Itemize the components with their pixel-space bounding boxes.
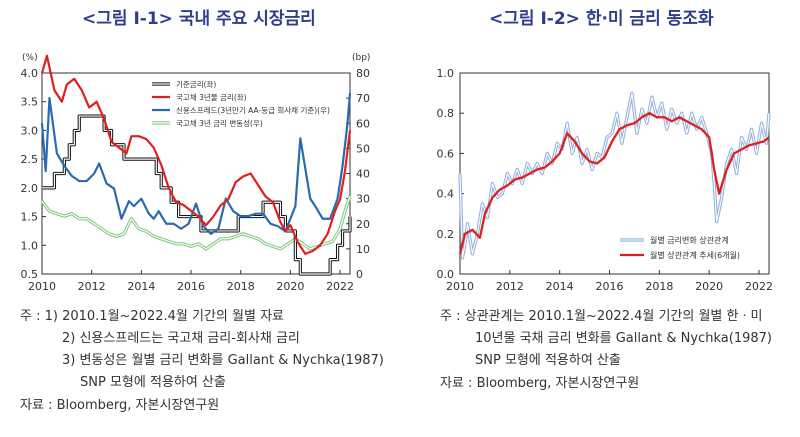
right-note-2: 10년물 국채 금리 변화를 Gallant & Nychka(1987)	[475, 331, 772, 346]
monthly-corr-line-inner	[459, 92, 770, 259]
legend-label: 국고채 3년물 금리(좌)	[176, 92, 247, 102]
x-tick-label: 2012	[496, 280, 524, 293]
left-note-4: SNP 모형에 적용하여 산출	[80, 375, 226, 390]
trend-corr-line	[458, 112, 770, 255]
x-tick-label: 2014	[127, 280, 155, 293]
y-tick-label: 0.2	[437, 228, 455, 241]
right-y-tick-label: 0	[356, 268, 363, 281]
left-y-tick-label: 3.0	[21, 124, 39, 137]
x-tick-label: 2010	[446, 280, 474, 293]
x-tick-label: 2016	[177, 280, 205, 293]
x-tick-label: 2016	[596, 280, 624, 293]
x-tick-label: 2020	[695, 280, 723, 293]
right-unit-label: (bp)	[352, 53, 370, 63]
right-y-tick-label: 80	[356, 67, 370, 80]
x-tick-label: 2018	[645, 280, 673, 293]
right-chart-title: <그림 Ⅰ-2> 한·미 금리 동조화	[489, 9, 714, 29]
right-y-tick-label: 40	[356, 168, 370, 181]
left-y-tick-label: 2.0	[21, 182, 39, 195]
x-tick-label: 2022	[745, 280, 773, 293]
right-y-tick-label: 30	[356, 193, 370, 206]
right-y-tick-label: 70	[356, 92, 370, 105]
series-line-0-inner	[42, 115, 351, 275]
legend-label: 국고채 3년 금리 변동성(우)	[176, 118, 263, 128]
x-tick-label: 2012	[78, 280, 106, 293]
series-line-1	[40, 54, 352, 255]
x-tick-label: 2018	[227, 280, 255, 293]
y-tick-label: 0.6	[437, 147, 455, 160]
left-y-tick-label: 1.0	[21, 239, 39, 252]
series-line-3-inner	[41, 195, 351, 250]
legend-label: 기준금리(좌)	[176, 80, 216, 89]
left-y-tick-label: 4.0	[21, 67, 39, 80]
left-unit-label: (%)	[22, 53, 38, 63]
left-chart-title: <그림 Ⅰ-1> 국내 주요 시장금리	[82, 9, 316, 29]
y-tick-label: 1.0	[437, 67, 455, 80]
legend-box	[148, 76, 338, 132]
x-tick-label: 2020	[276, 280, 304, 293]
left-source: 자료 : Bloomberg, 자본시장연구원	[20, 398, 220, 413]
legend-box	[616, 231, 761, 261]
left-y-tick-label: 2.5	[21, 153, 39, 166]
legend-label: 신용스프레드(3년만기 AA-등급 회사채 기준)(우)	[176, 105, 330, 115]
left-note-2: 2) 신용스프레드는 국고채 금리-회사채 금리	[62, 331, 300, 346]
left-note-1: 주 : 1) 2010.1월~2022.4월 기간의 월별 자료	[20, 309, 284, 324]
x-tick-label: 2022	[326, 280, 354, 293]
series-line-2	[40, 93, 352, 235]
right-y-tick-label: 20	[356, 218, 370, 231]
left-y-tick-label: 3.5	[21, 96, 39, 109]
plot-frame	[459, 72, 770, 275]
left-note-3: 3) 변동성은 월별 금리 변화를 Gallant & Nychka(1987)	[62, 353, 384, 368]
y-tick-label: 0.4	[437, 188, 455, 201]
legend-label: 월별 상관관계 추세(6개월)	[650, 250, 740, 260]
right-note-3: SNP 모형에 적용하여 산출	[475, 353, 621, 368]
right-note-1: 주 : 상관관계는 2010.1월~2022.4월 기간의 월별 한ㆍ미	[440, 309, 763, 324]
y-tick-label: 0.0	[437, 268, 455, 281]
x-tick-label: 2014	[546, 280, 574, 293]
left-y-tick-label: 0.5	[21, 268, 39, 281]
right-y-tick-label: 60	[356, 117, 370, 130]
legend-label: 월별 금리변화 상관관계	[650, 235, 729, 245]
right-y-tick-label: 50	[356, 142, 370, 155]
x-tick-label: 2010	[28, 280, 56, 293]
right-y-tick-label: 10	[356, 243, 370, 256]
y-tick-label: 0.8	[437, 107, 455, 120]
left-chart: (%) (bp) 4.0 3.5 3.0 2.5 2.0 1.5 1.0 0.5 80 70 60 5…	[21, 53, 371, 293]
left-y-tick-label: 1.5	[21, 211, 39, 224]
right-source: 자료 : Bloomberg, 자본시장연구원	[440, 376, 640, 391]
monthly-corr-line-outer	[458, 91, 771, 260]
